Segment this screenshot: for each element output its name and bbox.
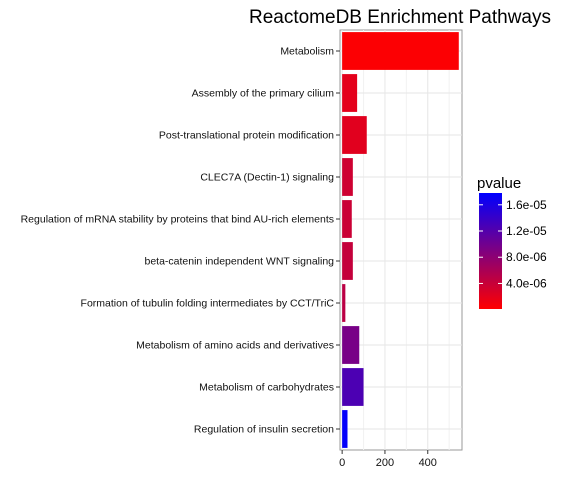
bar — [342, 284, 346, 322]
legend: pvalue 1.6e-05 1.2e-05 8.0e-06 4.0e-06 — [477, 175, 547, 309]
category-label: CLEC7A (Dectin-1) signaling — [200, 172, 334, 184]
bar — [342, 158, 353, 196]
bar — [342, 326, 360, 364]
legend-tick-label: 4.0e-06 — [506, 276, 547, 290]
x-tick-label: 400 — [419, 457, 437, 469]
legend-tick-label: 8.0e-06 — [506, 250, 547, 264]
legend-colorbar — [479, 193, 502, 309]
bar — [342, 410, 348, 448]
category-label: Metabolism of amino acids and derivative… — [136, 340, 334, 352]
bar — [342, 116, 367, 154]
category-label: Assembly of the primary cilium — [192, 88, 335, 100]
bar — [342, 242, 353, 280]
category-label: Regulation of mRNA stability by proteins… — [21, 214, 334, 226]
category-label: Post-translational protein modification — [159, 130, 334, 142]
category-label: Metabolism — [280, 46, 334, 58]
bar — [342, 368, 364, 406]
x-tick-label: 200 — [376, 457, 394, 469]
legend-title: pvalue — [477, 175, 521, 192]
bar — [342, 32, 459, 70]
legend-tick-label: 1.6e-05 — [506, 198, 547, 212]
chart-title: ReactomeDB Enrichment Pathways — [249, 7, 551, 28]
bar — [342, 200, 352, 238]
x-tick-label: 0 — [339, 457, 345, 469]
category-label: Formation of tubulin folding intermediat… — [81, 298, 335, 310]
plot-area: Metabolism Assembly of the primary cilium… — [21, 29, 463, 469]
legend-tick-label: 1.2e-05 — [506, 224, 547, 238]
category-label: Regulation of insulin secretion — [194, 424, 334, 436]
category-label: beta-catenin independent WNT signaling — [144, 256, 334, 268]
category-label: Metabolism of carbohydrates — [199, 382, 334, 394]
bar — [342, 74, 358, 112]
